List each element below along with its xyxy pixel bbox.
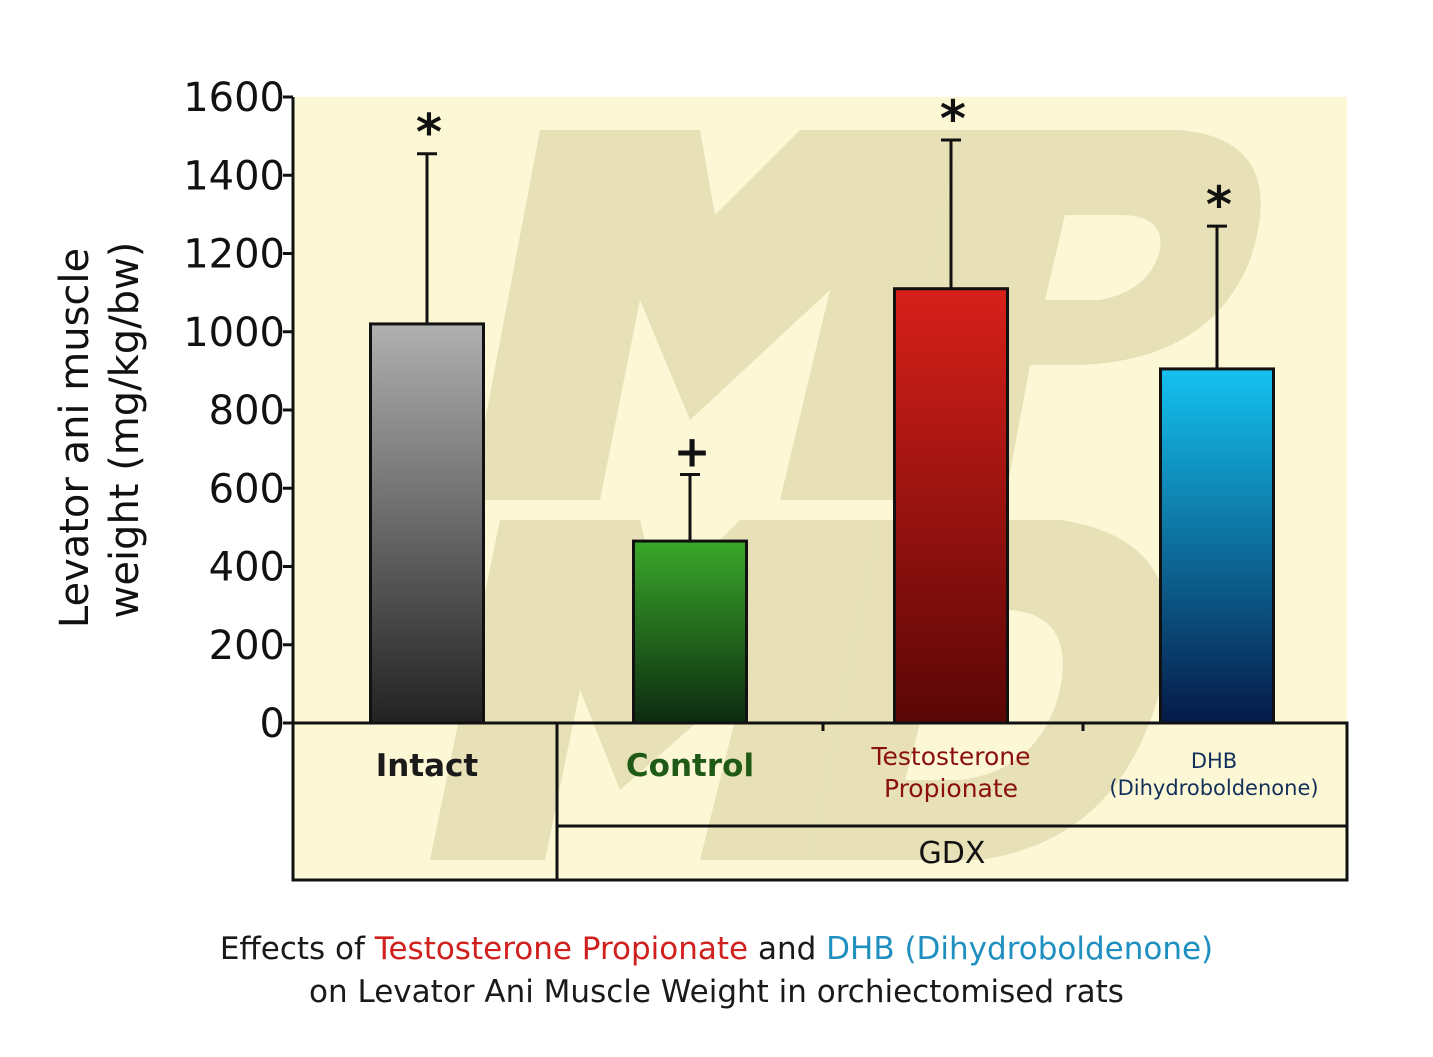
y-tick-label: 400 xyxy=(209,545,285,591)
significance-marker: * xyxy=(940,90,966,148)
y-tick-label: 1600 xyxy=(183,75,285,121)
y-tick-label: 1200 xyxy=(183,232,285,278)
category-label: Testosterone xyxy=(871,742,1031,771)
caption-line-2: on Levator Ani Muscle Weight in orchiect… xyxy=(309,974,1124,1010)
caption-dhb: DHB (Dihydroboldenone) xyxy=(826,931,1214,967)
caption-text: and xyxy=(748,931,827,967)
y-axis-label-line-2: weight (mg/kg/bw) xyxy=(102,242,148,619)
y-tick-label: 200 xyxy=(209,623,285,669)
chart-caption: Effects of Testosterone Propionate and D… xyxy=(0,928,1433,1014)
caption-testosterone: Testosterone Propionate xyxy=(374,931,749,967)
caption-text: Effects of xyxy=(219,931,375,967)
category-label: Propionate xyxy=(884,774,1018,803)
bar-dhb-dihydroboldenone- xyxy=(1159,367,1275,725)
y-axis-label: Levator ani muscle weight (mg/kg/bw) xyxy=(52,242,148,629)
group-label-gdx: GDX xyxy=(919,836,986,871)
category-label: Control xyxy=(626,748,754,784)
significance-marker: * xyxy=(1206,176,1232,234)
caption-line-1: Effects of Testosterone Propionate and D… xyxy=(0,928,1433,971)
bar-testosterone-propionate xyxy=(893,287,1009,725)
y-tick-label: 1400 xyxy=(183,153,285,199)
category-box-border xyxy=(291,721,1349,882)
bars: * + * * xyxy=(369,90,1275,725)
category-box: Intact Control Testosterone Propionate DHB (D… xyxy=(291,721,1349,882)
y-tick-label: 600 xyxy=(209,466,285,512)
watermark-letter-m-top xyxy=(470,130,960,500)
significance-marker: + xyxy=(674,427,711,478)
y-tick-label: 1000 xyxy=(183,310,285,356)
bar-intact xyxy=(369,322,485,725)
y-tick-label: 800 xyxy=(209,388,285,434)
category-label: (Dihydroboldenone) xyxy=(1109,776,1318,800)
y-axis: 0 200 400 600 800 1000 1200 1400 1600 xyxy=(183,75,295,747)
category-label: Intact xyxy=(376,748,479,784)
category-label: DHB xyxy=(1191,749,1237,773)
significance-marker: * xyxy=(416,104,442,162)
bar-control xyxy=(632,539,748,725)
y-axis-label-line-1: Levator ani muscle xyxy=(52,248,98,628)
y-tick-label: 0 xyxy=(260,701,285,747)
